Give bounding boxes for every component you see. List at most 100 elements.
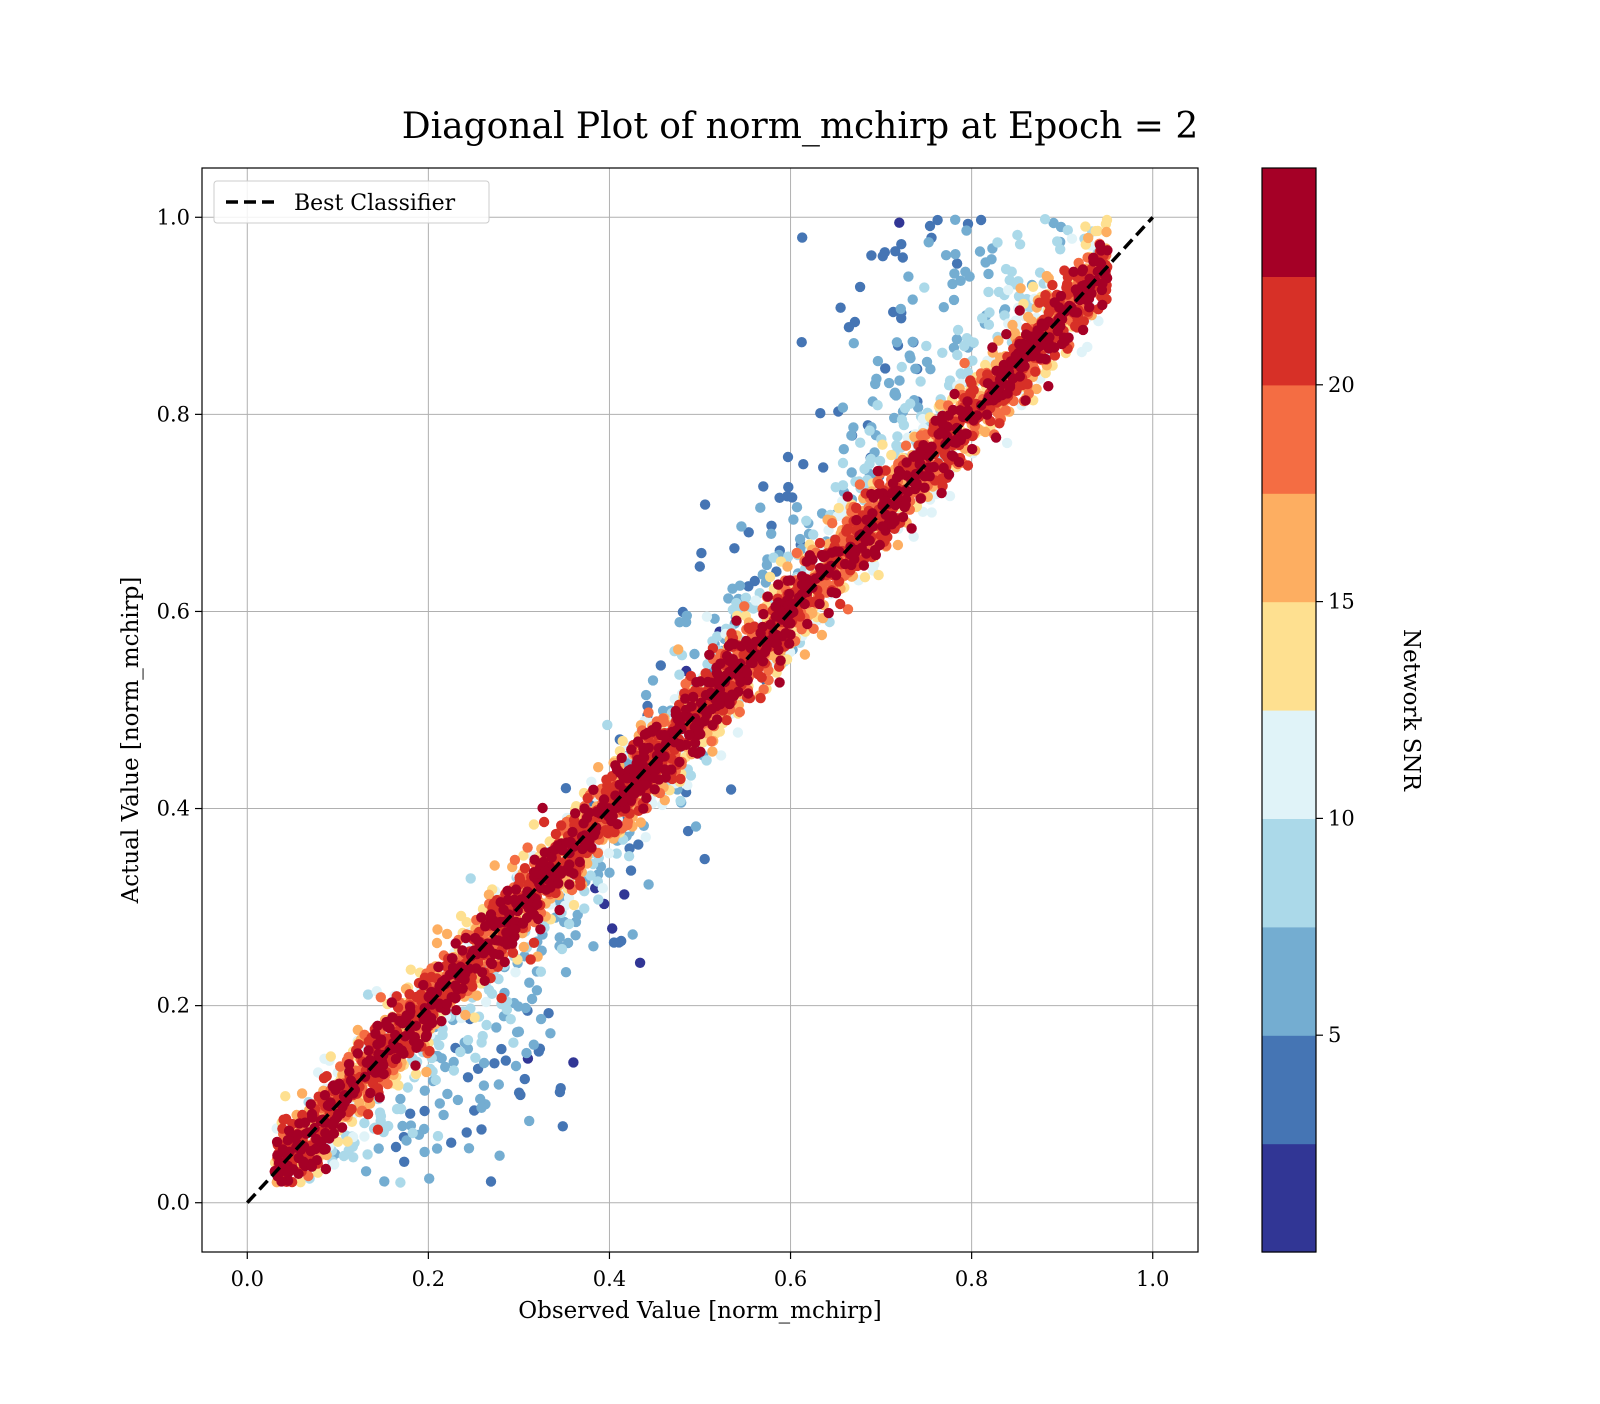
scatter-point bbox=[1101, 214, 1113, 226]
scatter-point bbox=[616, 752, 627, 764]
scatter-point bbox=[555, 1083, 566, 1094]
scatter-point bbox=[943, 380, 955, 391]
scatter-point bbox=[528, 937, 540, 948]
scatter-point bbox=[354, 1097, 365, 1109]
scatter-point bbox=[833, 502, 844, 514]
plot-area: 0.0 0.2 0.4 0.6 0.8 1.00.00.20.40.60.81.0 bbox=[157, 167, 1199, 1291]
scatter-point bbox=[510, 967, 521, 978]
scatter-point bbox=[1069, 307, 1080, 318]
scatter-point bbox=[493, 935, 504, 946]
scatter-point bbox=[726, 638, 737, 649]
scatter-point bbox=[568, 899, 580, 911]
scatter-point bbox=[1066, 233, 1078, 244]
scatter-point bbox=[493, 1079, 504, 1090]
scatter-point bbox=[1061, 282, 1072, 293]
scatter-point bbox=[556, 820, 567, 831]
scatter-point bbox=[755, 692, 766, 704]
scatter-point bbox=[771, 629, 782, 641]
scatter-point bbox=[477, 1030, 488, 1042]
scatter-point bbox=[949, 435, 961, 447]
scatter-point bbox=[1007, 373, 1019, 384]
scatter-point bbox=[949, 388, 960, 400]
scatter-point bbox=[814, 598, 825, 610]
scatter-point bbox=[755, 502, 766, 513]
scatter-point bbox=[808, 529, 819, 540]
scatter-point bbox=[785, 575, 796, 586]
scatter-point bbox=[1062, 225, 1074, 236]
scatter-point bbox=[320, 1163, 332, 1175]
scatter-point bbox=[727, 583, 738, 594]
scatter-point bbox=[964, 336, 975, 347]
scatter-point bbox=[673, 644, 684, 655]
scatter-point bbox=[404, 989, 415, 1000]
scatter-point bbox=[476, 1102, 487, 1114]
scatter-point bbox=[281, 1113, 292, 1125]
scatter-point bbox=[686, 701, 697, 712]
scatter-point bbox=[448, 1056, 459, 1068]
scatter-point bbox=[758, 481, 769, 492]
scatter-point bbox=[849, 316, 861, 328]
scatter-point bbox=[658, 716, 669, 728]
scatter-point bbox=[319, 1090, 331, 1101]
scatter-point bbox=[333, 1108, 344, 1120]
scatter-point bbox=[507, 938, 518, 949]
scatter-point bbox=[450, 992, 461, 1004]
scatter-point bbox=[353, 1039, 364, 1050]
scatter-point bbox=[364, 1054, 376, 1066]
scatter-point bbox=[467, 946, 479, 957]
scatter-point bbox=[955, 275, 966, 286]
scatter-point bbox=[782, 561, 793, 572]
scatter-point bbox=[556, 844, 568, 856]
scatter-point bbox=[928, 461, 940, 473]
x-tick-label: 0.6 bbox=[774, 1267, 807, 1291]
scatter-point bbox=[329, 1159, 340, 1170]
scatter-point bbox=[649, 784, 660, 795]
scatter-point bbox=[447, 962, 459, 974]
scatter-point bbox=[591, 806, 602, 818]
scatter-point bbox=[707, 746, 718, 757]
scatter-point bbox=[359, 1117, 370, 1129]
scatter-point bbox=[851, 502, 862, 514]
scatter-point bbox=[659, 729, 670, 741]
scatter-point bbox=[1049, 342, 1060, 353]
scatter-point bbox=[766, 520, 777, 531]
scatter-point bbox=[602, 719, 613, 731]
scatter-point bbox=[702, 676, 714, 688]
scatter-point bbox=[489, 860, 500, 871]
scatter-point bbox=[450, 938, 461, 949]
scatter-point bbox=[749, 575, 760, 587]
colorbar-segment bbox=[1262, 168, 1316, 277]
scatter-point bbox=[293, 1168, 304, 1180]
scatter-point bbox=[798, 588, 809, 599]
scatter-point bbox=[770, 601, 781, 612]
scatter-point bbox=[1039, 214, 1051, 225]
scatter-point bbox=[1014, 239, 1026, 250]
scatter-point bbox=[889, 516, 900, 527]
scatter-point bbox=[494, 1150, 505, 1161]
scatter-point bbox=[1058, 332, 1070, 343]
scatter-point bbox=[626, 744, 637, 755]
scatter-point bbox=[603, 848, 615, 859]
scatter-point bbox=[739, 601, 750, 612]
scatter-point bbox=[370, 1028, 381, 1039]
scatter-point bbox=[629, 766, 640, 777]
scatter-point bbox=[901, 457, 912, 468]
scatter-point bbox=[295, 1177, 306, 1188]
y-tick-label: 0.8 bbox=[157, 402, 190, 426]
scatter-point bbox=[570, 930, 581, 941]
scatter-point bbox=[838, 444, 849, 455]
scatter-point bbox=[907, 336, 918, 347]
scatter-point bbox=[915, 493, 926, 504]
scatter-point bbox=[796, 571, 808, 582]
scatter-point bbox=[1078, 316, 1090, 327]
scatter-point bbox=[842, 523, 854, 534]
scatter-point bbox=[463, 1143, 475, 1154]
scatter-point bbox=[934, 399, 946, 410]
scatter-point bbox=[889, 412, 900, 424]
scatter-point bbox=[1015, 283, 1026, 294]
scatter-point bbox=[983, 319, 995, 330]
scatter-point bbox=[574, 856, 585, 868]
scatter-point bbox=[272, 1150, 283, 1161]
scatter-point bbox=[910, 363, 921, 374]
scatter-point bbox=[280, 1091, 291, 1102]
